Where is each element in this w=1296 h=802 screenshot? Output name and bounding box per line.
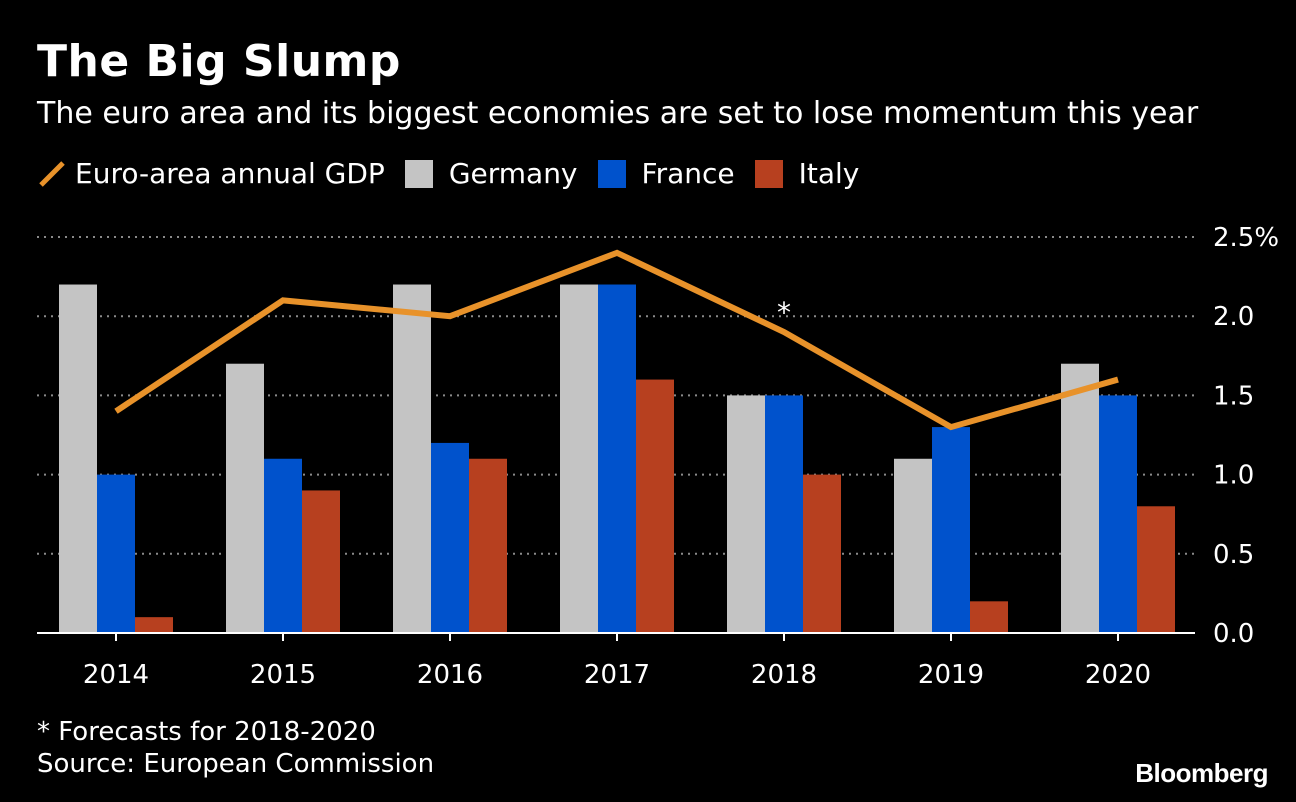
bar-france	[765, 395, 803, 633]
line-euro-area-gdp	[114, 249, 1119, 431]
bar-germany	[894, 458, 932, 633]
bar-italy	[302, 490, 340, 633]
y-tick-label: 0.0	[1213, 619, 1254, 649]
bar-france	[598, 284, 636, 633]
forecast-annotation: *	[777, 296, 791, 329]
chart-title: The Big Slump	[37, 36, 401, 87]
bar-italy	[1137, 506, 1175, 633]
line-layer	[114, 249, 1119, 431]
bar-france	[97, 474, 135, 633]
legend: Euro-area annual GDP Germany France Ital…	[37, 156, 879, 192]
y-tick-label: 2.5%	[1213, 223, 1279, 253]
y-tick-label: 1.0	[1213, 461, 1254, 491]
legend-item-italy: Italy	[754, 156, 860, 192]
france-swatch-icon	[597, 160, 626, 188]
bar-france	[932, 427, 970, 633]
legend-label-germany: Germany	[448, 157, 578, 190]
bar-france	[431, 442, 469, 633]
legend-item-germany: Germany	[404, 156, 578, 192]
bar-italy	[803, 474, 841, 633]
bar-germany	[59, 284, 97, 633]
x-tick-label: 2015	[250, 660, 316, 690]
bar-italy	[469, 458, 507, 633]
footnote: * Forecasts for 2018-2020	[37, 717, 376, 747]
bar-italy	[636, 379, 674, 633]
x-tick-label: 2018	[751, 660, 817, 690]
bar-italy	[970, 601, 1008, 633]
source-note: Source: European Commission	[37, 749, 435, 779]
bloomberg-logo: Bloomberg	[1135, 758, 1268, 788]
x-tick-label: 2014	[83, 660, 149, 690]
x-tick-label: 2017	[584, 660, 650, 690]
y-tick-label: 1.5	[1213, 381, 1254, 411]
bar-germany	[727, 395, 765, 633]
line-swatch-icon	[39, 161, 65, 187]
y-tick-label: 0.5	[1213, 540, 1254, 570]
legend-label-italy: Italy	[798, 157, 860, 190]
bar-layer	[59, 284, 1175, 633]
germany-swatch-icon	[404, 160, 433, 188]
chart-subtitle: The euro area and its biggest economies …	[37, 96, 1199, 131]
bar-germany	[226, 363, 264, 633]
bar-france	[1099, 395, 1137, 633]
bar-germany	[1061, 363, 1099, 633]
bar-italy	[135, 617, 173, 633]
legend-item-france: France	[597, 156, 735, 192]
axis-layer: 0.0 0.5 1.0 1.5 2.0 2.5% 2014 2015 2016 2017 2018 2…	[37, 223, 1279, 690]
bar-france	[264, 458, 302, 633]
bar-germany	[393, 284, 431, 633]
y-tick-label: 2.0	[1213, 302, 1254, 332]
legend-item-euro-area: Euro-area annual GDP	[37, 156, 385, 192]
x-tick-label: 2016	[417, 660, 483, 690]
legend-label-euro-area: Euro-area annual GDP	[75, 157, 385, 190]
legend-label-france: France	[641, 157, 735, 190]
bar-germany	[560, 284, 598, 633]
x-tick-label: 2020	[1085, 660, 1151, 690]
x-tick-label: 2019	[918, 660, 984, 690]
italy-swatch-icon	[754, 160, 783, 188]
